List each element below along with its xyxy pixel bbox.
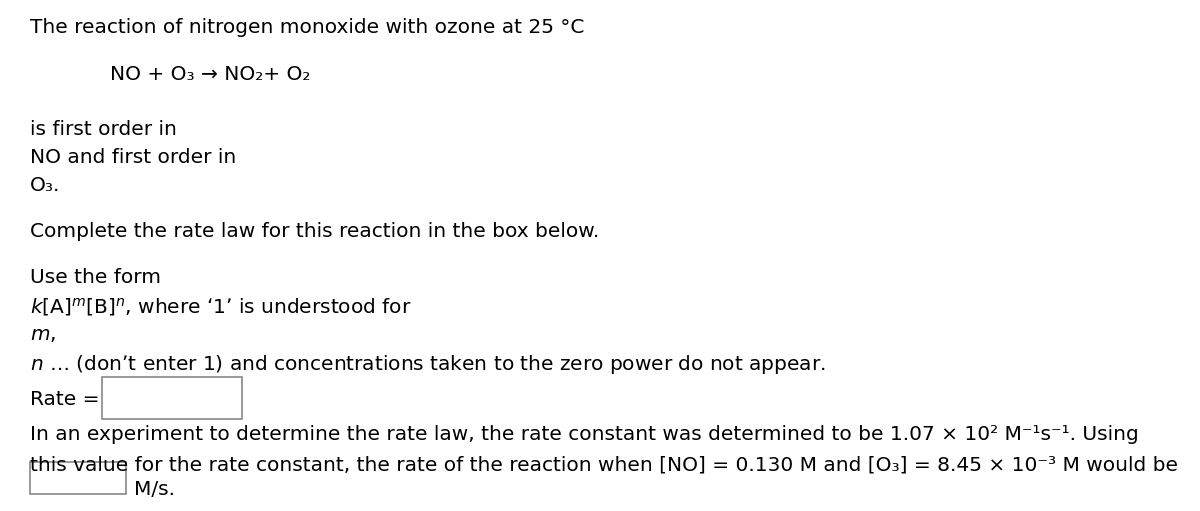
Text: M/s.: M/s. [134,480,175,499]
Text: Use the form: Use the form [30,268,161,287]
Text: $k$[A]$^m$[B]$^n$, where ‘1’ is understood for: $k$[A]$^m$[B]$^n$, where ‘1’ is understo… [30,296,412,318]
Text: $n$ … (don’t enter 1) and concentrations taken to the zero power do not appear.: $n$ … (don’t enter 1) and concentrations… [30,353,826,376]
Text: Complete the rate law for this reaction in the box below.: Complete the rate law for this reaction … [30,222,599,241]
Text: Rate =: Rate = [30,390,100,409]
Text: $m$,: $m$, [30,325,56,344]
Text: The reaction of nitrogen monoxide with ozone at 25 °C: The reaction of nitrogen monoxide with o… [30,18,584,37]
FancyBboxPatch shape [30,462,126,494]
Text: is first order in: is first order in [30,120,176,139]
Text: In an experiment to determine the rate law, the rate constant was determined to : In an experiment to determine the rate l… [30,425,1139,444]
Text: NO + O₃ → NO₂+ O₂: NO + O₃ → NO₂+ O₂ [110,65,311,84]
FancyBboxPatch shape [102,377,242,419]
Text: this value for the rate constant, the rate of the reaction when [NO] = 0.130 M a: this value for the rate constant, the ra… [30,455,1178,474]
Text: O₃.: O₃. [30,176,60,195]
Text: NO and first order in: NO and first order in [30,148,236,167]
